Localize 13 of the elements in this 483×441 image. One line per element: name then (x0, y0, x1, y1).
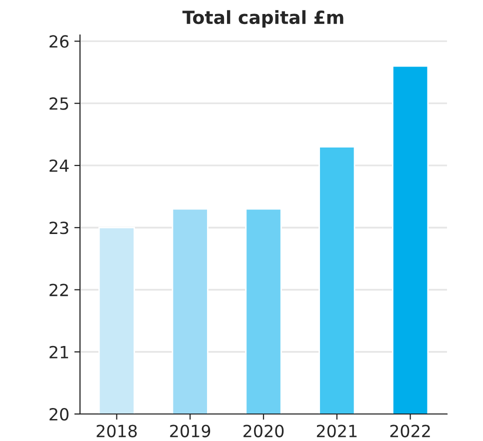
y-tick-label: 26 (50, 35, 69, 48)
x-tick-label: 2020 (244, 424, 284, 438)
y-tick-label: 24 (50, 159, 69, 172)
y-tick-label: 21 (50, 346, 68, 358)
x-tick-label: 2019 (170, 424, 210, 438)
y-tick-label: 23 (50, 222, 68, 234)
x-tick-label: 2018 (96, 424, 137, 438)
x-tick-label: 2021 (316, 424, 357, 438)
chart-title: Total capital £m (182, 10, 344, 28)
y-tick-label: 22 (50, 284, 68, 296)
y-tick-label: 25 (50, 97, 68, 110)
y-tick-label: 20 (50, 408, 68, 421)
x-tick-label: 2022 (390, 424, 430, 438)
